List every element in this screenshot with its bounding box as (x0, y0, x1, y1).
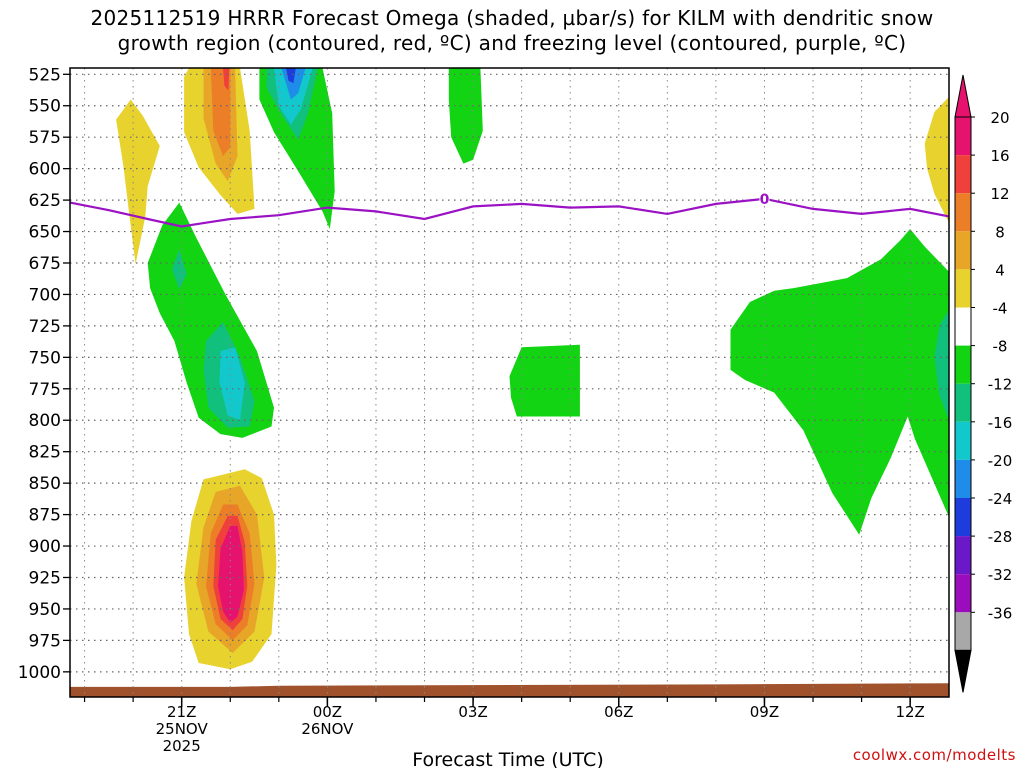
colorbar-swatch (955, 269, 971, 308)
y-tick-label: 750 (29, 348, 61, 368)
y-tick-label: 600 (29, 160, 61, 180)
gridlines (70, 68, 949, 697)
colorbar-label: 20 (990, 109, 1009, 127)
y-tick-label: 875 (29, 506, 61, 526)
omega-region-neg4 (448, 68, 483, 164)
colorbar-swatch (955, 383, 971, 422)
y-tick-label: 700 (29, 285, 61, 305)
y-tick-label: 625 (29, 191, 61, 211)
omega-region-neg16 (281, 68, 306, 100)
omega-shaded-regions (116, 68, 949, 670)
colorbar-over-triangle (954, 74, 972, 118)
x-tick-label: 12Z (895, 703, 924, 721)
y-tick-label: 675 (29, 254, 61, 274)
colorbar-swatch (955, 459, 971, 498)
ground-fill (70, 683, 949, 697)
y-tick-label: 650 (29, 223, 61, 243)
y-tick-label: 950 (29, 600, 61, 620)
omega-region-neg4 (509, 344, 580, 417)
omega-region-neg12 (219, 347, 245, 421)
omega-region-pos16 (223, 68, 230, 91)
y-tick-label: 800 (29, 411, 61, 431)
colorbar-label: -36 (988, 604, 1013, 622)
colorbar: 20 16 12 8 4 -4 -8 -12 -16 -20 -24 -28 -32 -36 (954, 74, 1013, 693)
colorbar-label: -4 (993, 300, 1008, 318)
omega-region-neg4 (730, 229, 949, 535)
y-tick-label: 900 (29, 537, 61, 557)
y-tick-label: 575 (29, 128, 61, 148)
x-tick-label: 26NOV (301, 720, 354, 738)
y-tick-label: 825 (29, 443, 61, 463)
chart-title-line-2: growth region (contoured, red, ºC) and f… (117, 31, 907, 55)
y-tick-label: 775 (29, 380, 61, 400)
colorbar-label: 8 (995, 223, 1005, 241)
freezing-label-bg (759, 190, 770, 206)
chart-title-line-1: 2025112519 HRRR Forecast Omega (shaded, … (90, 6, 934, 30)
x-tick-label: 03Z (458, 703, 487, 721)
colorbar-label: -28 (988, 528, 1013, 546)
x-tick-label: 25NOV (156, 720, 209, 738)
chart-title: 2025112519 HRRR Forecast Omega (shaded, … (0, 6, 1024, 56)
freezing-level-line (69, 197, 950, 228)
y-tick-label: 1000 (18, 663, 61, 683)
y-tick-label: 975 (29, 631, 61, 651)
x-tick-label: 09Z (750, 703, 779, 721)
plot-frame (69, 67, 950, 698)
y-tick-label: 725 (29, 317, 61, 337)
colorbar-swatch (955, 231, 971, 270)
colorbar-label: 12 (990, 185, 1009, 203)
omega-region-pos12 (210, 68, 231, 157)
colorbar-label: -12 (988, 376, 1013, 394)
y-tick-label: 925 (29, 568, 61, 588)
colorbar-label: 16 (990, 147, 1009, 165)
x-axis-label: Forecast Time (UTC) (412, 749, 603, 768)
ground-layer (70, 683, 949, 697)
omega-region-neg8 (172, 249, 187, 290)
colorbar-label: -32 (988, 566, 1013, 584)
colorbar-swatch (955, 117, 971, 156)
x-tick-label: 2025 (163, 737, 201, 755)
omega-region-neg20 (286, 68, 296, 84)
freezing-level-label: 0 (760, 192, 770, 208)
colorbar-swatch (955, 155, 971, 194)
omega-region-pos4 (924, 96, 949, 223)
colorbar-swatch (955, 498, 971, 537)
credit-text: coolwx.com/modelts (852, 746, 1016, 764)
colorbar-label: -8 (993, 338, 1008, 356)
colorbar-under-triangle (954, 649, 972, 693)
y-tick-label: 850 (29, 474, 61, 494)
colorbar-label: -16 (988, 414, 1013, 432)
colorbar-swatch (955, 345, 971, 384)
omega-region-neg8 (934, 309, 949, 421)
y-tick-label: 525 (29, 65, 61, 85)
freezing-level-contour: 0 (69, 190, 950, 228)
colorbar-swatch (955, 574, 971, 613)
x-tick-label: 00Z (313, 703, 342, 721)
colorbar-label: -24 (988, 490, 1013, 508)
x-tick-label: 06Z (604, 703, 633, 721)
colorbar-swatch (955, 421, 971, 460)
x-tick-label: 21Z (167, 703, 196, 721)
colorbar-label: 4 (995, 261, 1005, 279)
colorbar-swatch (955, 536, 971, 575)
colorbar-swatch (955, 307, 971, 346)
colorbar-swatch (955, 612, 971, 651)
omega-region-pos4 (116, 99, 160, 265)
colorbar-swatch (955, 193, 971, 232)
plot-axes: 525 550 575 600 625 650 675 700 725 750 775 800 825 8… (18, 65, 950, 755)
y-tick-label: 550 (29, 97, 61, 117)
colorbar-label: -20 (988, 452, 1013, 470)
omega-region-pos20 (218, 525, 244, 623)
